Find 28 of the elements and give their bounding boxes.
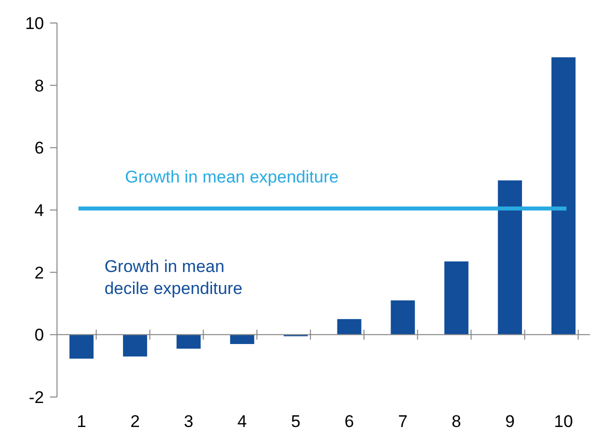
y-tick-label: 10 xyxy=(25,14,44,33)
y-tick-label: -2 xyxy=(28,388,44,407)
bar xyxy=(230,334,254,344)
bar xyxy=(498,180,522,335)
x-tick-label: 8 xyxy=(452,412,462,431)
x-tick-label: 3 xyxy=(184,412,194,431)
x-tick-label: 5 xyxy=(290,412,300,431)
text: Growth in mean decile expenditure xyxy=(104,257,242,298)
bar xyxy=(123,334,148,356)
x-tick-label: 4 xyxy=(237,412,247,431)
bar xyxy=(176,334,201,349)
y-tick-label: 8 xyxy=(34,76,44,96)
x-tick-label: 6 xyxy=(344,412,354,431)
y-tick-label: 2 xyxy=(34,263,44,282)
x-tick-label: 9 xyxy=(505,412,515,431)
x-tick-label: 10 xyxy=(554,412,573,431)
y-tick-label: 6 xyxy=(34,138,44,158)
bar xyxy=(444,261,468,335)
bar xyxy=(390,300,415,335)
x-tick-label: 7 xyxy=(398,412,408,431)
bar xyxy=(337,319,362,335)
x-tick-label: 2 xyxy=(130,412,140,431)
ref-line-label: Growth in mean expenditure xyxy=(125,167,339,186)
bar xyxy=(551,57,576,335)
bar xyxy=(69,334,94,359)
x-tick-label: 1 xyxy=(76,412,86,431)
y-tick-label: 4 xyxy=(34,200,44,220)
y-tick-label: 0 xyxy=(34,326,44,345)
